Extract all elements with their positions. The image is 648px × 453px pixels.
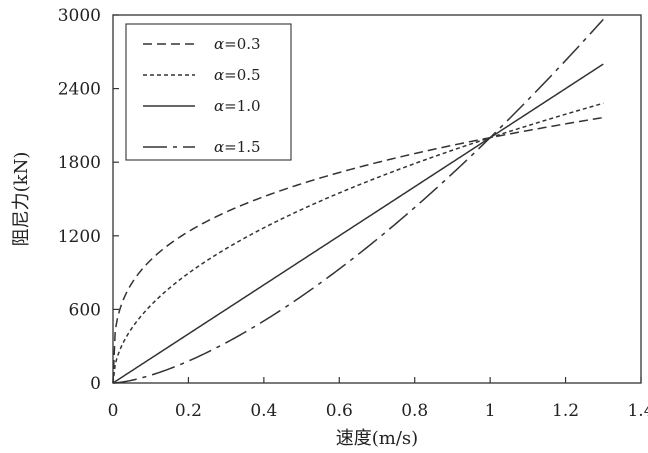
legend-label-1: α=0.5 <box>214 66 261 84</box>
x-tick-label-7: 1.4 <box>627 401 648 421</box>
legend-label-3: α=1.5 <box>214 138 261 156</box>
x-tick-label-3: 0.6 <box>326 401 353 421</box>
legend-box <box>125 23 292 161</box>
series-line-3 <box>112 18 604 384</box>
y-axis-title: 阻尼力(kN) <box>11 152 32 247</box>
y-tick-label-3: 1800 <box>58 153 101 173</box>
x-tick-label-4: 0.8 <box>401 401 428 421</box>
plot-frame <box>112 14 642 384</box>
x-tick-label-6: 1.2 <box>552 401 579 421</box>
series-lines <box>112 18 604 384</box>
series-line-1 <box>112 102 604 384</box>
x-tick-label-5: 1 <box>485 401 496 421</box>
legend-alpha-value-0: =0.3 <box>224 35 260 53</box>
x-tick-label-1: 0.2 <box>175 401 202 421</box>
y-tick-label-5: 3000 <box>58 6 101 26</box>
x-tick-label-0: 0 <box>108 401 119 421</box>
legend-alpha-value-1: =0.5 <box>224 66 260 84</box>
legend-alpha-symbol-3: α <box>214 138 224 156</box>
y-tick-label-2: 1200 <box>58 227 101 247</box>
x-axis-title: 速度(m/s) <box>336 428 418 449</box>
legend-alpha-symbol-0: α <box>214 35 224 53</box>
y-tick-label-4: 2400 <box>58 80 101 100</box>
y-tick-label-0: 0 <box>90 374 101 394</box>
axis-tick-labels: 0 0.2 0.4 0.6 0.8 1 1.2 1.4 0 600 1200 1800 2400 3000 <box>58 6 648 421</box>
legend-alpha-symbol-2: α <box>214 97 224 115</box>
legend: α=0.3α=0.5α=1.0α=1.5 <box>125 23 292 161</box>
legend-label-2: α=1.0 <box>214 97 261 115</box>
series-line-2 <box>112 63 604 384</box>
series-line-0 <box>112 116 604 384</box>
x-tick-label-2: 0.4 <box>250 401 277 421</box>
legend-alpha-value-3: =1.5 <box>224 138 260 156</box>
legend-alpha-value-2: =1.0 <box>224 97 260 115</box>
legend-alpha-symbol-1: α <box>214 66 224 84</box>
legend-label-0: α=0.3 <box>214 35 261 53</box>
y-tick-label-1: 600 <box>69 300 101 320</box>
